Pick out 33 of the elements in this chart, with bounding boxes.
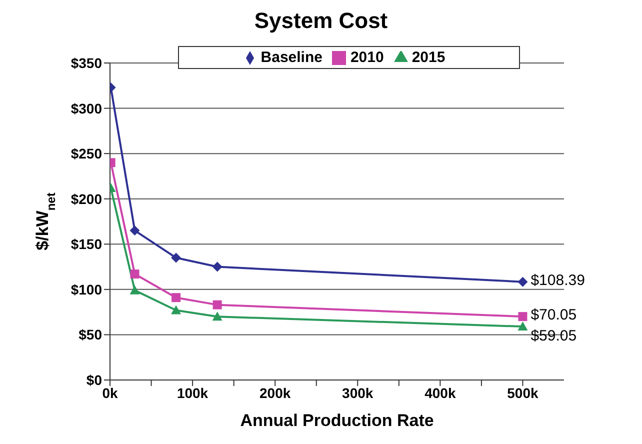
point — [172, 293, 181, 302]
x-tick-label: 400k — [424, 384, 456, 401]
point — [212, 300, 222, 310]
y-tick-label: $300 — [70, 100, 102, 116]
x-axis-title: Annual Production Rate — [240, 411, 434, 430]
y-tick-label: $350 — [70, 54, 102, 71]
chart-title: System Cost — [253, 8, 389, 35]
data-label: $70.05 — [530, 306, 577, 324]
x-tick-label: 500k — [507, 384, 539, 401]
y-tick-label: $150 — [70, 236, 102, 252]
point — [212, 262, 222, 272]
point — [171, 252, 182, 263]
x-tick-label: 100k — [176, 384, 208, 401]
point — [518, 322, 528, 331]
y-tick-label: $250 — [70, 146, 102, 162]
point — [518, 276, 528, 287]
legend-label: Baseline — [260, 49, 322, 66]
y-tick-label: $100 — [70, 281, 102, 298]
point — [130, 226, 140, 236]
point — [130, 285, 140, 294]
point — [518, 312, 528, 322]
y-tick-label: $50 — [78, 326, 102, 343]
point — [130, 270, 140, 279]
y-tick-label: $200 — [70, 190, 102, 207]
x-tick-label: 200k — [260, 384, 291, 401]
y-tick-label: $0 — [86, 372, 102, 388]
x-tick-label: 300k — [342, 384, 374, 401]
legend-label: 2010 — [350, 49, 384, 66]
point — [212, 312, 222, 321]
point — [171, 305, 182, 314]
legend-label: 2015 — [412, 49, 446, 66]
data-label: $108.39 — [530, 272, 585, 289]
x-tick-label: 0k — [102, 384, 118, 401]
